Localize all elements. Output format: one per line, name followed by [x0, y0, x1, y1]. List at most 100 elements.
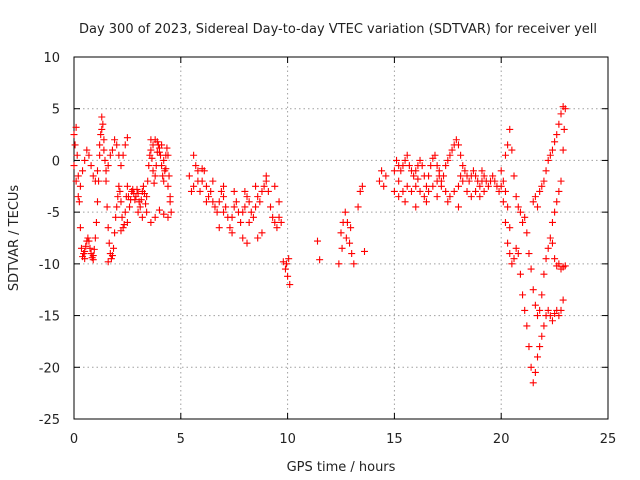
data-point [202, 198, 210, 206]
data-point [427, 162, 435, 170]
data-point [512, 244, 520, 252]
data-point [241, 187, 249, 195]
data-point [521, 213, 529, 221]
data-point [139, 182, 147, 190]
data-point [258, 187, 266, 195]
data-point [286, 281, 294, 289]
data-point [164, 151, 172, 159]
y-axis-label: SDTVAR / TECUs [7, 185, 22, 292]
data-point [544, 156, 552, 164]
x-tick-label: 20 [493, 432, 510, 447]
data-point [397, 167, 405, 175]
data-point [81, 247, 89, 255]
data-point [149, 141, 157, 149]
data-point [71, 141, 79, 149]
chart-title: Day 300 of 2023, Sidereal Day-to-day VTE… [79, 22, 597, 37]
data-point [529, 286, 537, 294]
data-point [118, 213, 126, 221]
data-point [143, 208, 151, 216]
data-point [164, 213, 172, 221]
data-point [228, 213, 236, 221]
data-point [119, 151, 127, 159]
data-point [519, 291, 527, 299]
data-point [93, 167, 101, 175]
data-point [237, 218, 245, 226]
data-point [472, 187, 480, 195]
data-point [145, 162, 153, 170]
data-point [523, 229, 531, 237]
data-point [107, 255, 115, 263]
data-point [254, 234, 262, 242]
x-tick-label: 15 [386, 432, 403, 447]
data-point [117, 227, 125, 235]
data-point [531, 368, 539, 376]
data-point [506, 250, 514, 258]
data-point [131, 196, 139, 204]
data-point [92, 218, 100, 226]
data-point [506, 125, 514, 133]
data-point [104, 162, 112, 170]
data-point [478, 167, 486, 175]
data-point [93, 198, 101, 206]
data-point [540, 322, 548, 330]
data-point [230, 187, 238, 195]
data-point [360, 247, 368, 255]
data-point [375, 177, 383, 185]
data-point [76, 224, 84, 232]
data-point [356, 187, 364, 195]
data-point [450, 187, 458, 195]
data-point [163, 144, 171, 152]
data-point [548, 317, 556, 325]
data-point [425, 187, 433, 195]
data-point [220, 182, 228, 190]
data-point [480, 187, 488, 195]
data-point [239, 208, 247, 216]
data-point [316, 256, 324, 264]
data-point [108, 252, 116, 260]
data-point [536, 306, 544, 314]
data-point [166, 198, 174, 206]
data-point [516, 270, 524, 278]
data-point [350, 260, 358, 268]
data-point [243, 193, 251, 201]
x-axis-label: GPS time / hours [287, 460, 396, 475]
y-tick-label: 5 [52, 103, 60, 118]
data-point [209, 198, 217, 206]
data-point [192, 162, 200, 170]
data-point [155, 148, 163, 156]
data-point [442, 187, 450, 195]
data-point [433, 193, 441, 201]
data-point [433, 177, 441, 185]
data-point [557, 110, 565, 118]
data-point [551, 255, 559, 263]
data-point [207, 187, 215, 195]
data-point [96, 141, 104, 149]
data-point [525, 343, 533, 351]
data-point [76, 182, 84, 190]
data-points [70, 103, 569, 387]
data-point [252, 203, 260, 211]
data-point [144, 177, 152, 185]
data-point [269, 213, 277, 221]
data-point [548, 146, 556, 154]
data-point [559, 296, 567, 304]
data-point [264, 187, 272, 195]
data-point [167, 208, 175, 216]
data-point [153, 138, 161, 146]
data-point [209, 177, 217, 185]
data-point [399, 187, 407, 195]
data-point [495, 187, 503, 195]
data-point [74, 172, 82, 180]
data-point [476, 193, 484, 201]
data-point [281, 265, 289, 273]
data-point [338, 244, 346, 252]
data-point [504, 203, 512, 211]
data-point [548, 239, 556, 247]
data-point [412, 167, 420, 175]
data-point [98, 113, 106, 121]
data-point [70, 162, 78, 170]
data-point [555, 187, 563, 195]
data-point [222, 203, 230, 211]
data-point [499, 198, 507, 206]
